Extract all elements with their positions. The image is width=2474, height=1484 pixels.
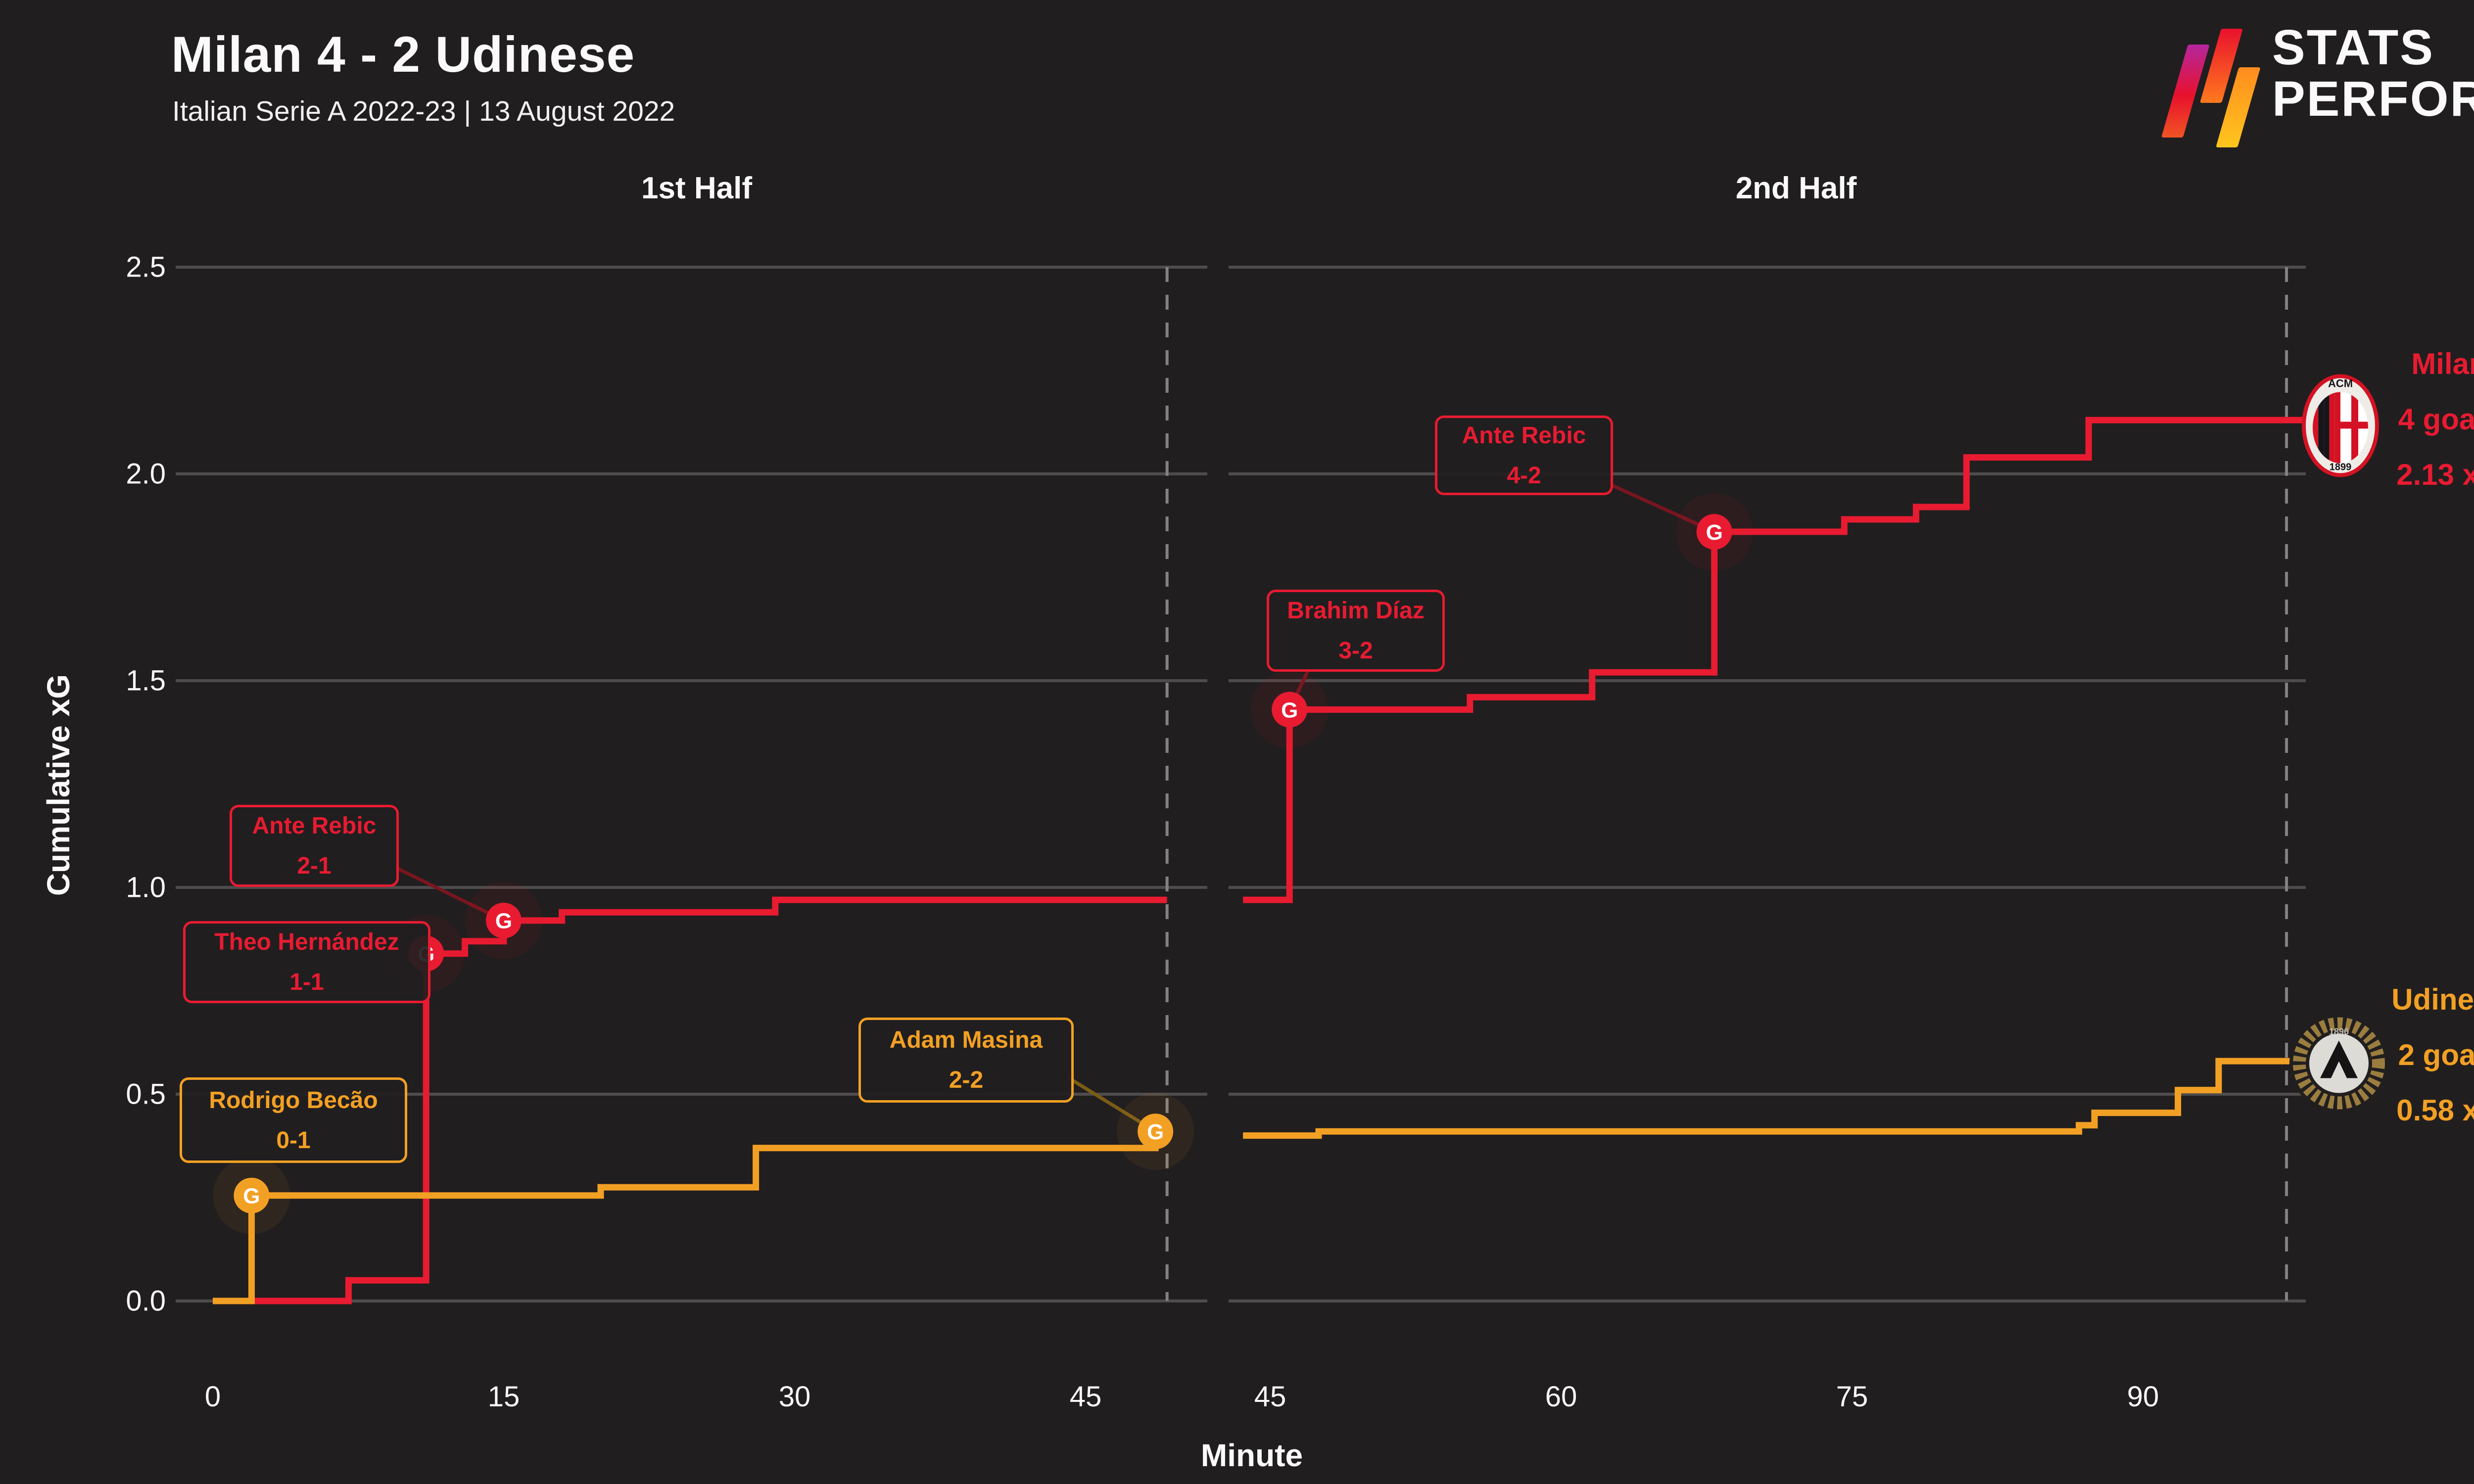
x-tick-label: 45 xyxy=(1254,1381,1286,1413)
goal-annotation-player: Ante Rebic xyxy=(252,813,377,839)
goal-marker-letter: G xyxy=(1281,698,1298,722)
goal-annotation-score: 2-1 xyxy=(297,853,332,879)
goal-annotation: Theo Hernández 1-1 xyxy=(183,921,430,1003)
x-tick-label: 90 xyxy=(2127,1381,2159,1413)
x-tick-label: 45 xyxy=(1069,1381,1102,1413)
udinese-goals: 2 goals xyxy=(2398,1038,2474,1071)
milan-summary: Milan 4 goals 2.13 xG xyxy=(2311,336,2474,503)
udinese-crest-logo: 1896 xyxy=(2288,1013,2389,1116)
goal-marker xyxy=(1696,514,1732,550)
y-tick-label: 1.0 xyxy=(126,871,166,904)
goal-annotation-player: Theo Hernández xyxy=(214,929,399,955)
annotation-connector xyxy=(393,865,505,923)
stats-perform-wordmark: STATS PERFORM xyxy=(2272,22,2474,125)
goal-marker-letter: G xyxy=(1706,520,1723,545)
udinese-xg: 0.58 xG xyxy=(2396,1094,2474,1127)
udinese-summary: Udinese 2 goals 0.58 xG xyxy=(2311,972,2474,1138)
goal-annotation-score: 2-2 xyxy=(949,1067,984,1093)
milan-xg-line xyxy=(213,896,1167,1304)
stats-perform-logo: STATS PERFORM xyxy=(2161,22,2474,147)
x-tick-label: 30 xyxy=(778,1381,811,1413)
goal-annotation-score: 4-2 xyxy=(1507,462,1541,489)
goal-marker-letter: G xyxy=(495,909,512,933)
x-axis-title: Minute xyxy=(1200,1438,1303,1473)
goal-annotation-score: 1-1 xyxy=(289,969,324,995)
y-tick-label: 2.0 xyxy=(126,458,166,490)
goal-annotation-player: Brahim Díaz xyxy=(1287,598,1425,624)
goal-marker-letter: G xyxy=(1147,1120,1164,1144)
y-tick-label: 1.5 xyxy=(126,664,166,697)
x-tick-label: 15 xyxy=(487,1381,520,1413)
x-tick-label: 60 xyxy=(1545,1381,1577,1413)
milan-xg-line xyxy=(1243,417,2310,903)
goal-annotation: Brahim Díaz 3-2 xyxy=(1267,590,1445,672)
goal-marker xyxy=(234,1177,270,1213)
goal-annotation: Ante Rebic 2-1 xyxy=(230,805,399,887)
logo-line-1: STATS xyxy=(2272,20,2434,75)
annotation-connector xyxy=(1601,479,1715,534)
udinese-xg-line xyxy=(1243,1058,2310,1139)
goal-marker-letter: G xyxy=(243,1184,260,1208)
udinese-name: Udinese xyxy=(2391,983,2474,1016)
second-half-label: 2nd Half xyxy=(1735,171,1857,205)
goal-annotation-score: 3-2 xyxy=(1338,638,1373,664)
y-tick-label: 0.5 xyxy=(126,1078,166,1111)
goal-annotation-player: Ante Rebic xyxy=(1462,422,1586,449)
goal-annotation-score: 0-1 xyxy=(276,1127,311,1154)
svg-text:1899: 1899 xyxy=(2330,462,2352,473)
svg-text:ACM: ACM xyxy=(2328,377,2353,390)
goal-annotation-player: Rodrigo Becão xyxy=(209,1087,378,1113)
x-tick-label: 75 xyxy=(1836,1381,1868,1413)
svg-text:1896: 1896 xyxy=(2329,1027,2349,1037)
goal-annotation: Ante Rebic 4-2 xyxy=(1435,416,1613,495)
milan-goals: 4 goals xyxy=(2398,403,2474,436)
first-half-label: 1st Half xyxy=(641,171,752,205)
y-tick-label: 0.0 xyxy=(126,1285,166,1317)
goal-annotation: Rodrigo Becão 0-1 xyxy=(180,1077,407,1163)
milan-name: Milan xyxy=(2411,347,2474,380)
milan-xg: 2.13 xG xyxy=(2396,458,2474,491)
goal-annotation-player: Adam Masina xyxy=(889,1027,1043,1053)
goal-marker xyxy=(1138,1113,1174,1150)
y-tick-label: 2.5 xyxy=(126,251,166,283)
milan-crest-logo: ACM 1899 xyxy=(2302,374,2379,480)
goal-marker xyxy=(486,902,522,938)
page-subtitle: Italian Serie A 2022-23 | 13 August 2022 xyxy=(172,95,675,127)
goal-marker xyxy=(1272,692,1308,728)
x-tick-label: 0 xyxy=(204,1381,221,1413)
page-title: Milan 4 - 2 Udinese xyxy=(171,26,635,83)
goal-annotation: Adam Masina 2-2 xyxy=(858,1018,1074,1103)
logo-line-2: PERFORM xyxy=(2272,71,2474,127)
